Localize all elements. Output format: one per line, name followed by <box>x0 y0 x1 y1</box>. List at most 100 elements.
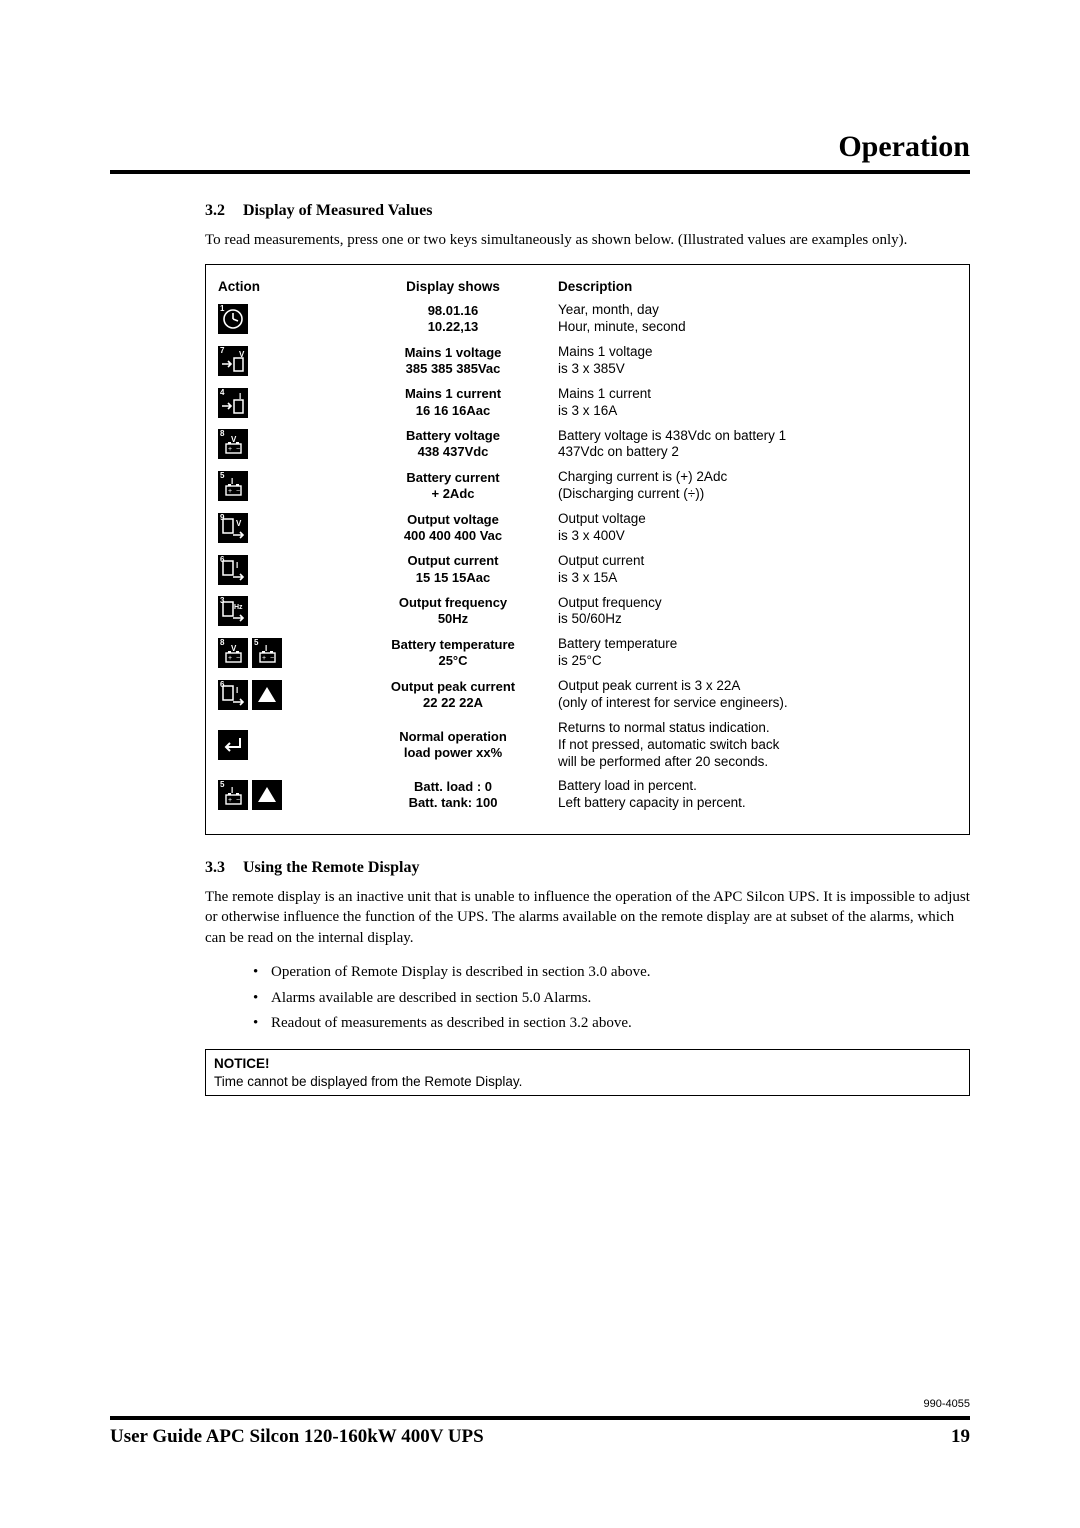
content-area: 3.2Display of Measured Values To read me… <box>110 202 970 1096</box>
action-cell: 8V+− <box>218 429 348 459</box>
action-cell: 3Hz <box>218 596 348 626</box>
enter-key-icon <box>218 730 248 760</box>
table-row: 8V+− Battery voltage438 437VdcBattery vol… <box>218 428 957 462</box>
display-cell: Battery current+ 2Adc <box>348 470 558 503</box>
action-cell: 6I <box>218 555 348 585</box>
display-cell: Batt. load : 0Batt. tank: 100 <box>348 779 558 812</box>
display-cell: Normal operationload power xx% <box>348 729 558 762</box>
header-rule <box>110 170 970 174</box>
description-cell: Returns to normal status indication.If n… <box>558 720 957 771</box>
svg-text:+: + <box>228 488 232 495</box>
display-cell: 98.01.1610.22,13 <box>348 303 558 336</box>
table-row: 198.01.1610.22,13Year, month, dayHour, m… <box>218 302 957 336</box>
action-cell: 4I <box>218 388 348 418</box>
in-i-key-icon: 4I <box>218 388 248 418</box>
action-cell: 8V+−5I+− <box>218 638 348 668</box>
table-row: 4I Mains 1 current16 16 16AacMains 1 curr… <box>218 386 957 420</box>
description-cell: Battery temperatureis 25°C <box>558 636 957 670</box>
svg-text:Hz: Hz <box>234 604 243 611</box>
batt-i-key-icon: 5I+− <box>218 780 248 810</box>
action-cell: 7V <box>218 346 348 376</box>
description-cell: Output currentis 3 x 15A <box>558 553 957 587</box>
page-footer: 990-4055 User Guide APC Silcon 120-160kW… <box>110 1398 970 1448</box>
table-row: Normal operationload power xx%Returns to… <box>218 720 957 771</box>
description-cell: Output voltageis 3 x 400V <box>558 511 957 545</box>
section-3-3-bullets: Operation of Remote Display is described… <box>205 962 970 1035</box>
page-number: 19 <box>951 1426 970 1448</box>
section-3-2-intro: To read measurements, press one or two k… <box>205 230 970 250</box>
action-cell: 1 <box>218 304 348 334</box>
section-title: Display of Measured Values <box>243 202 433 219</box>
section-3-2-heading: 3.2Display of Measured Values <box>205 202 970 220</box>
svg-text:I: I <box>231 477 233 486</box>
batt-i-key-icon: 5I+− <box>252 638 282 668</box>
col-head-action: Action <box>218 279 348 294</box>
table-row: 6I Output current15 15 15AacOutput curren… <box>218 553 957 587</box>
table-row: 5I+−Batt. load : 0Batt. tank: 100Battery… <box>218 778 957 812</box>
svg-text:+: + <box>228 797 232 804</box>
notice-text: Time cannot be displayed from the Remote… <box>214 1074 522 1089</box>
description-cell: Battery load in percent.Left battery cap… <box>558 778 957 812</box>
list-item: Operation of Remote Display is described… <box>253 962 970 984</box>
table-row: 8V+−5I+−Battery temperature25°CBattery t… <box>218 636 957 670</box>
display-cell: Output voltage400 400 400 Vac <box>348 512 558 545</box>
svg-text:−: − <box>236 488 240 495</box>
section-number: 3.3 <box>205 859 243 877</box>
description-cell: Mains 1 voltageis 3 x 385V <box>558 344 957 378</box>
action-cell: 5I+− <box>218 471 348 501</box>
batt-i-key-icon: 5I+− <box>218 471 248 501</box>
display-cell: Output current15 15 15Aac <box>348 553 558 586</box>
chapter-title: Operation <box>110 130 970 170</box>
svg-text:−: − <box>270 655 274 662</box>
document-number: 990-4055 <box>110 1398 970 1410</box>
description-cell: Battery voltage is 438Vdc on battery 143… <box>558 428 957 462</box>
svg-text:I: I <box>236 561 238 570</box>
svg-text:I: I <box>265 644 267 653</box>
table-row: 3Hz Output frequency50HzOutput frequencyi… <box>218 595 957 629</box>
in-v-key-icon: 7V <box>218 346 248 376</box>
col-head-display: Display shows <box>348 279 558 294</box>
table-row: 6IOutput peak current22 22 22AOutput pea… <box>218 678 957 712</box>
measured-values-table: Action Display shows Description 198.01.… <box>205 264 970 835</box>
display-cell: Mains 1 current16 16 16Aac <box>348 386 558 419</box>
display-cell: Output peak current22 22 22A <box>348 679 558 712</box>
action-cell <box>218 730 348 760</box>
svg-text:−: − <box>236 446 240 453</box>
svg-text:+: + <box>228 655 232 662</box>
notice-title: NOTICE! <box>214 1056 270 1071</box>
col-head-desc: Description <box>558 279 957 294</box>
display-cell: Mains 1 voltage385 385 385Vac <box>348 345 558 378</box>
notice-box: NOTICE! Time cannot be displayed from th… <box>205 1049 970 1096</box>
out-v-key-icon: 9V <box>218 513 248 543</box>
description-cell: Output frequencyis 50/60Hz <box>558 595 957 629</box>
section-3-3-para: The remote display is an inactive unit t… <box>205 887 970 948</box>
batt-v-key-icon: 8V+− <box>218 429 248 459</box>
out-hz-key-icon: 3Hz <box>218 596 248 626</box>
up-key-icon <box>252 780 282 810</box>
up-key-icon <box>252 680 282 710</box>
svg-text:−: − <box>236 655 240 662</box>
svg-text:I: I <box>231 786 233 795</box>
description-cell: Mains 1 currentis 3 x 16A <box>558 386 957 420</box>
svg-text:+: + <box>262 655 266 662</box>
section-number: 3.2 <box>205 202 243 220</box>
section-title: Using the Remote Display <box>243 859 419 876</box>
list-item: Alarms available are described in sectio… <box>253 988 970 1010</box>
section-3-3-heading: 3.3Using the Remote Display <box>205 859 970 877</box>
table-header-row: Action Display shows Description <box>218 279 957 294</box>
svg-text:V: V <box>236 519 242 528</box>
list-item: Readout of measurements as described in … <box>253 1013 970 1035</box>
display-cell: Output frequency50Hz <box>348 595 558 628</box>
table-row: 9V Output voltage400 400 400 VacOutput vo… <box>218 511 957 545</box>
table-row: 7V Mains 1 voltage385 385 385VacMains 1 v… <box>218 344 957 378</box>
display-cell: Battery voltage438 437Vdc <box>348 428 558 461</box>
description-cell: Charging current is (+) 2Adc(Discharging… <box>558 469 957 503</box>
table-row: 5I+−Battery current+ 2AdcCharging curren… <box>218 469 957 503</box>
batt-v-key-icon: 8V+− <box>218 638 248 668</box>
out-i-key-icon: 6I <box>218 555 248 585</box>
description-cell: Year, month, dayHour, minute, second <box>558 302 957 336</box>
footer-rule <box>110 1416 970 1420</box>
out-i-key-icon: 6I <box>218 680 248 710</box>
svg-text:I: I <box>236 686 238 695</box>
display-cell: Battery temperature25°C <box>348 637 558 670</box>
